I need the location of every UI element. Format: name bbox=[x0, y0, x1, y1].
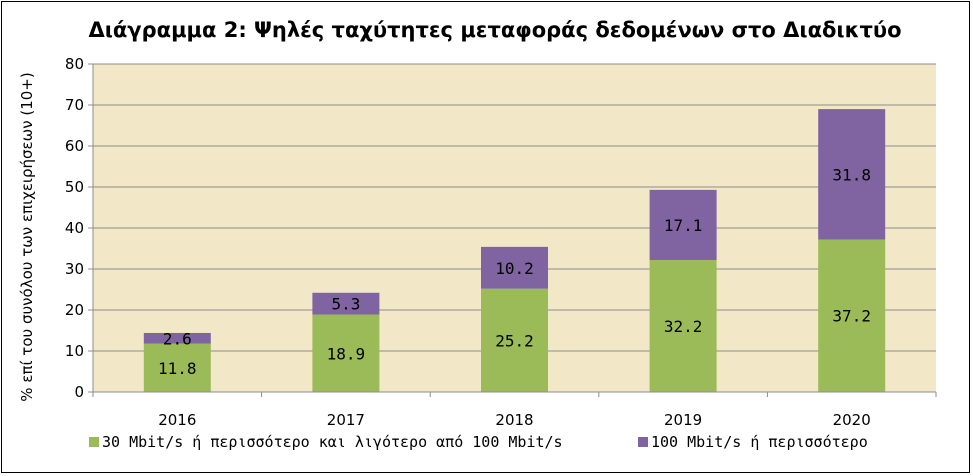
y-tick-label: 80 bbox=[65, 55, 84, 73]
y-tick-label: 60 bbox=[65, 137, 84, 155]
y-tick-label: 0 bbox=[74, 383, 84, 401]
data-label: 10.2 bbox=[495, 259, 534, 278]
data-label: 17.1 bbox=[664, 216, 703, 235]
bar-2017-series-1 bbox=[312, 314, 380, 392]
x-tick-label: 2017 bbox=[327, 411, 365, 429]
y-tick-label: 40 bbox=[65, 219, 84, 237]
y-tick-label: 30 bbox=[65, 260, 84, 278]
y-tick-label: 50 bbox=[65, 178, 84, 196]
y-tick-label: 70 bbox=[65, 96, 84, 114]
x-tick-label: 2018 bbox=[495, 411, 533, 429]
bar-2019-series-2 bbox=[649, 189, 717, 260]
x-tick-label: 2019 bbox=[664, 411, 702, 429]
y-tick-label: 10 bbox=[65, 342, 84, 360]
legend-swatch-series-2 bbox=[638, 437, 648, 447]
data-label: 2.6 bbox=[163, 329, 192, 348]
bar-2017-series-2 bbox=[312, 292, 380, 315]
y-tick-label: 20 bbox=[65, 301, 84, 319]
legend-label-series-2: 100 Mbit/s ή περισσότερο bbox=[651, 433, 868, 451]
data-label: 37.2 bbox=[832, 307, 871, 326]
bar-2016-series-2 bbox=[143, 332, 211, 344]
x-tick-label: 2016 bbox=[158, 411, 196, 429]
data-label: 32.2 bbox=[664, 317, 703, 336]
legend-label-series-1: 30 Mbit/s ή περισσότερο και λιγότερο από… bbox=[102, 433, 563, 451]
legend-swatch-series-1 bbox=[89, 437, 99, 447]
data-label: 5.3 bbox=[331, 295, 360, 314]
bar-2018-series-1 bbox=[481, 288, 548, 392]
y-axis-label: % επί του συνόλου των επιχειρήσεων (10+) bbox=[18, 72, 36, 401]
bars: 11.8 2.6 18.9 5.3 25.2 10.2 32.2 17.1 37.2 31.8 bbox=[143, 109, 886, 392]
bar-2018-series-2 bbox=[481, 246, 548, 289]
bar-2020-series-1 bbox=[818, 239, 886, 392]
legend: 30 Mbit/s ή περισσότερο και λιγότερο από… bbox=[89, 433, 868, 451]
data-label: 25.2 bbox=[495, 331, 534, 350]
data-label: 11.8 bbox=[158, 359, 197, 378]
bar-2020-series-2 bbox=[818, 109, 886, 240]
data-label: 18.9 bbox=[327, 344, 366, 363]
bar-2019-series-1 bbox=[649, 259, 717, 392]
x-tick-label: 2020 bbox=[833, 411, 871, 429]
data-label: 31.8 bbox=[832, 165, 871, 184]
axes: 0 10 20 30 40 50 60 70 80 2016 2017 2018 2019 2020 bbox=[65, 55, 937, 429]
chart-title: Διάγραμμα 2: Ψηλές ταχύτητες μεταφοράς δ… bbox=[88, 18, 901, 42]
bar-2016-series-1 bbox=[143, 343, 211, 392]
